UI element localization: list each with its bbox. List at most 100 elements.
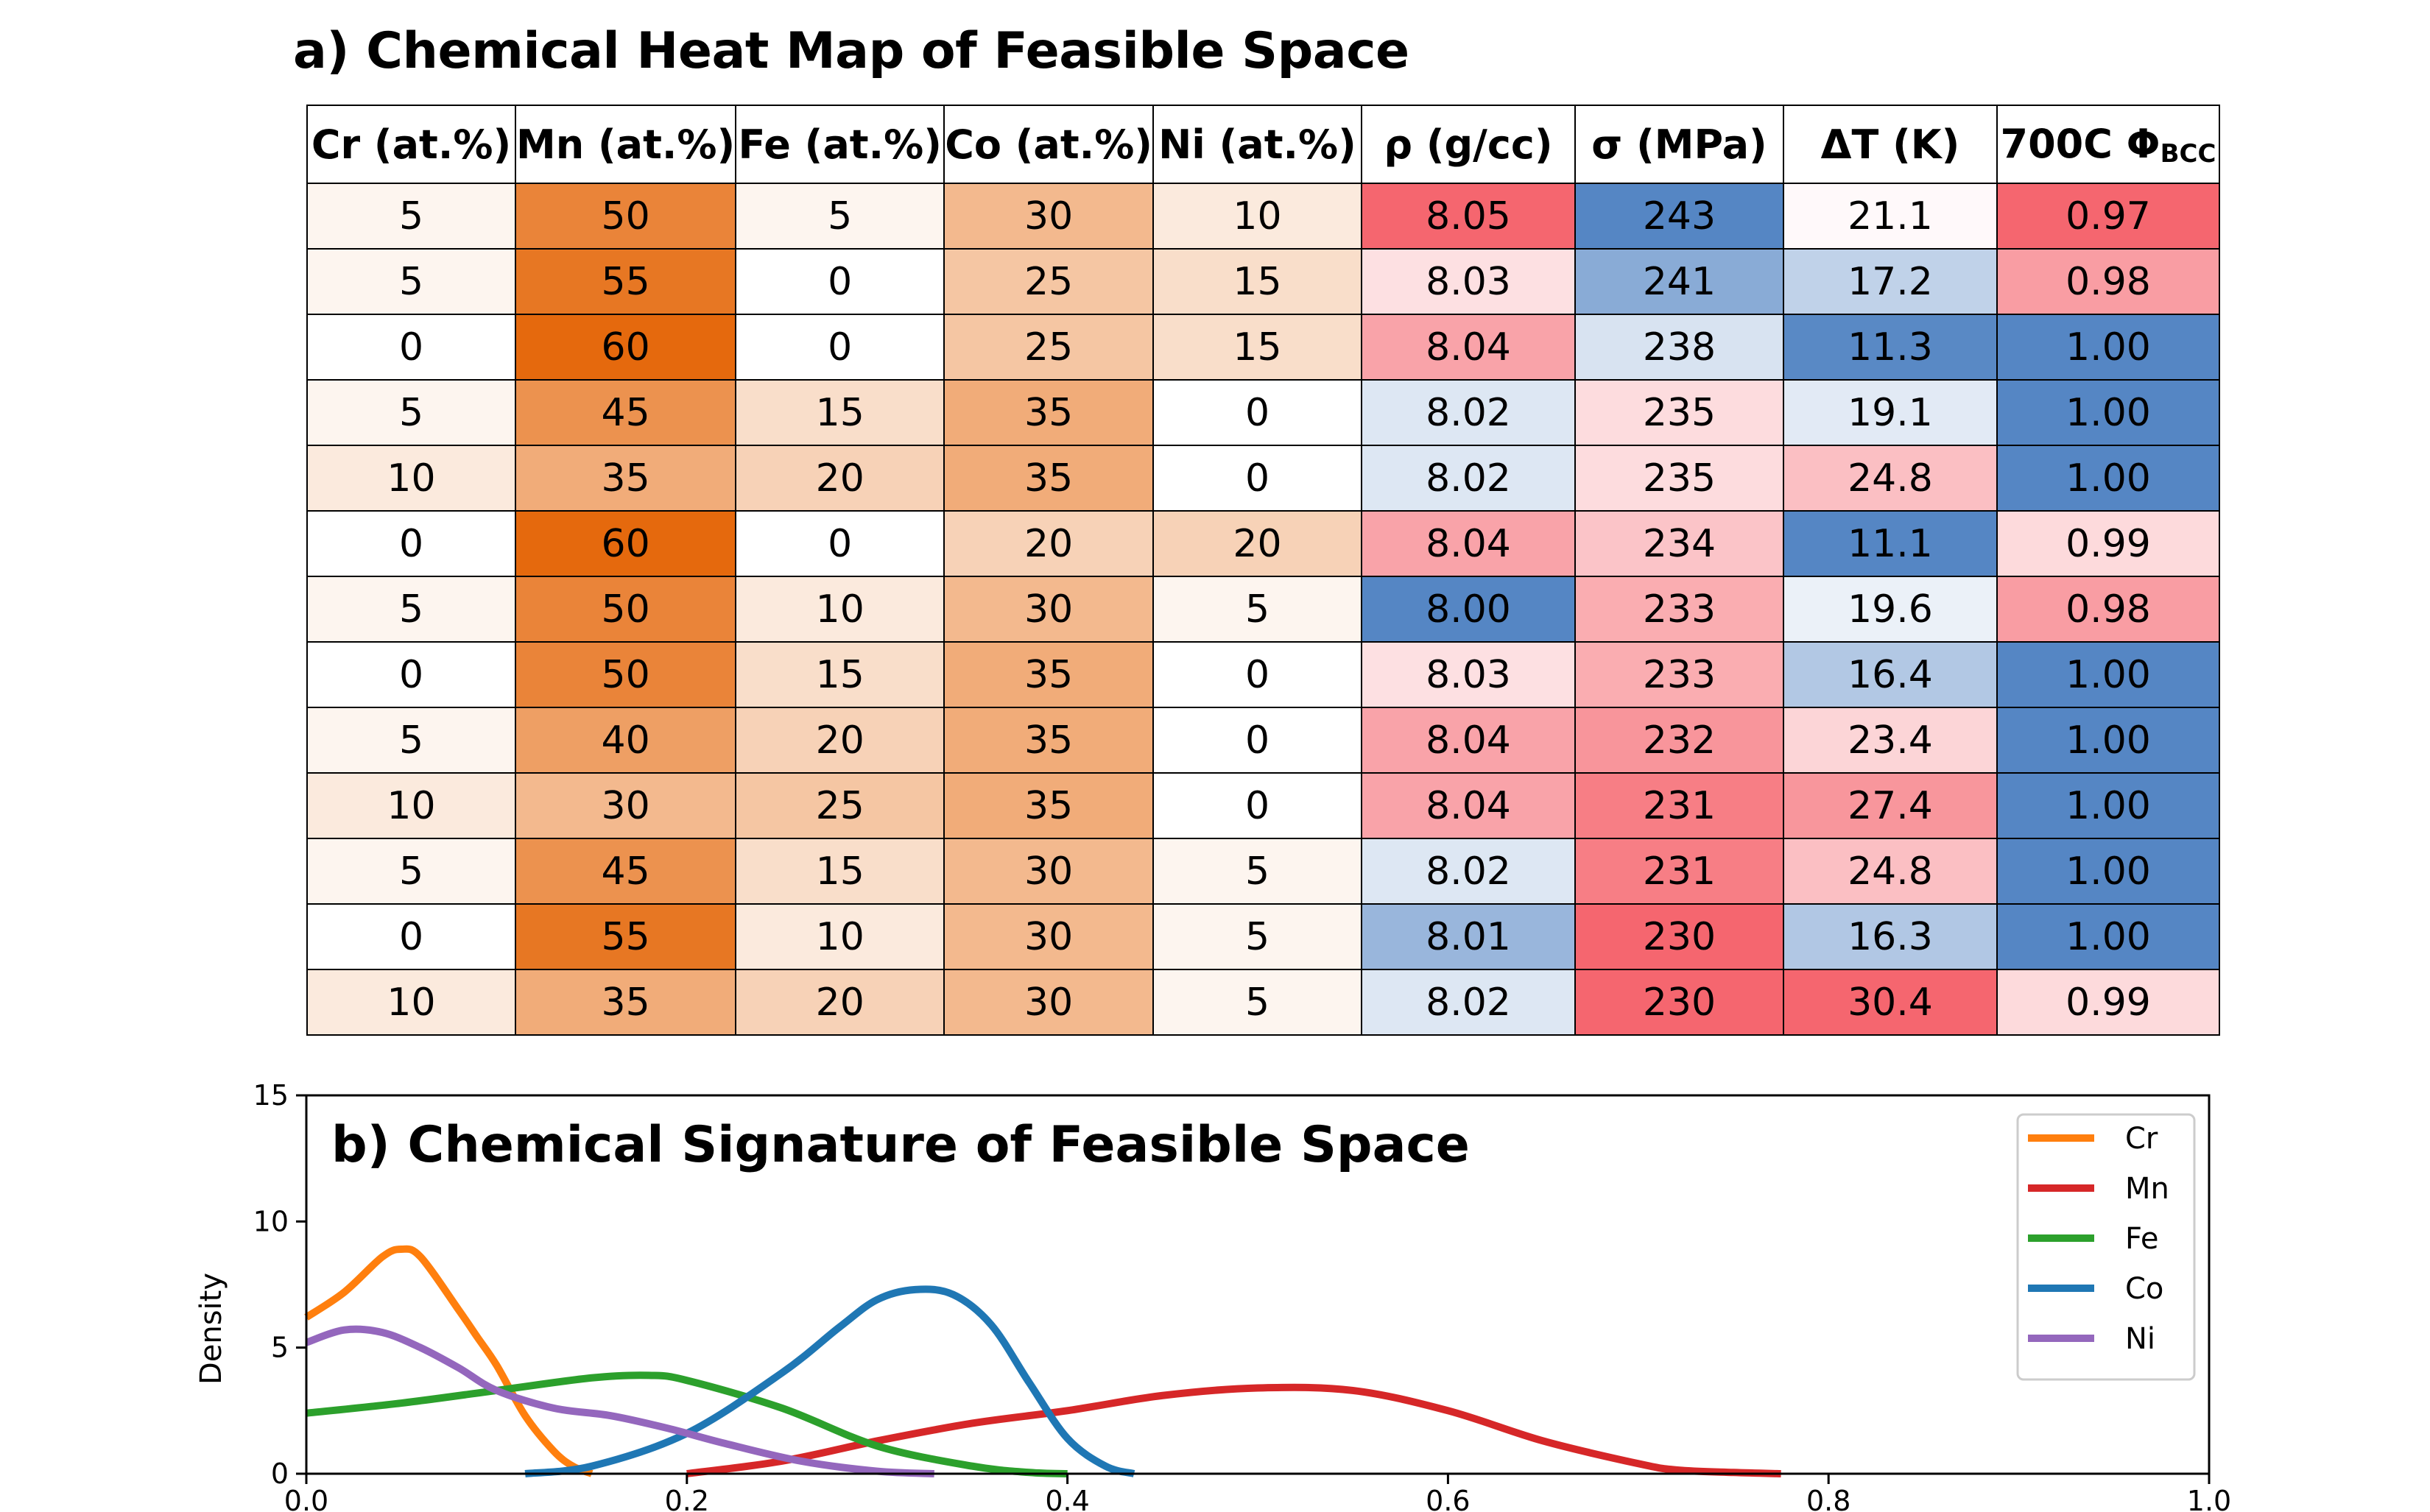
cell-cr: 5 bbox=[306, 838, 516, 905]
cell-ni: 0 bbox=[1152, 641, 1362, 708]
cell-cr: 5 bbox=[306, 707, 516, 774]
cell-strength: 243 bbox=[1574, 183, 1784, 250]
cell-strength: 234 bbox=[1574, 510, 1784, 577]
cell-fe: 25 bbox=[735, 772, 945, 839]
legend: Cr Mn Fe Co Ni bbox=[2016, 1113, 2196, 1381]
cell-density: 8.02 bbox=[1360, 379, 1576, 446]
heatmap-table: Cr (at.%) Mn (at.%) Fe (at.%) Co (at.%) … bbox=[306, 105, 2220, 1036]
cell-delta-t: 16.3 bbox=[1782, 903, 1998, 970]
header-strength: σ (MPa) bbox=[1574, 105, 1784, 184]
heatmap-row: 10 30 25 35 0 8.04 231 27.4 1.00 bbox=[306, 772, 2220, 839]
header-density: ρ (g/cc) bbox=[1360, 105, 1576, 184]
cell-ni: 0 bbox=[1152, 772, 1362, 839]
cell-delta-t: 24.8 bbox=[1782, 838, 1998, 905]
cell-cr: 0 bbox=[306, 641, 516, 708]
cell-strength: 231 bbox=[1574, 772, 1784, 839]
cell-strength: 231 bbox=[1574, 838, 1784, 905]
cell-bcc-fraction: 1.00 bbox=[1996, 314, 2220, 381]
cell-co: 30 bbox=[943, 903, 1154, 970]
cell-cr: 0 bbox=[306, 903, 516, 970]
y-axis-label: Density bbox=[194, 1273, 228, 1385]
cell-cr: 10 bbox=[306, 445, 516, 512]
cell-strength: 241 bbox=[1574, 248, 1784, 315]
cell-mn: 45 bbox=[514, 838, 737, 905]
cell-delta-t: 16.4 bbox=[1782, 641, 1998, 708]
cell-mn: 35 bbox=[514, 445, 737, 512]
cell-fe: 15 bbox=[735, 838, 945, 905]
cell-co: 35 bbox=[943, 772, 1154, 839]
cell-cr: 10 bbox=[306, 969, 516, 1036]
legend-label-ni: Ni bbox=[2125, 1322, 2155, 1356]
chart-title: b) Chemical Signature of Feasible Space bbox=[331, 1116, 1470, 1174]
series-line-mn bbox=[686, 1383, 1781, 1477]
cell-co: 20 bbox=[943, 510, 1154, 577]
series-line-ni bbox=[305, 1325, 934, 1477]
cell-cr: 5 bbox=[306, 248, 516, 315]
legend-label-co: Co bbox=[2125, 1272, 2163, 1306]
cell-strength: 232 bbox=[1574, 707, 1784, 774]
cell-fe: 5 bbox=[735, 183, 945, 250]
heatmap-row: 0 60 0 20 20 8.04 234 11.1 0.99 bbox=[306, 510, 2220, 577]
cell-ni: 0 bbox=[1152, 445, 1362, 512]
cell-mn: 60 bbox=[514, 510, 737, 577]
cell-delta-t: 17.2 bbox=[1782, 248, 1998, 315]
cell-delta-t: 11.1 bbox=[1782, 510, 1998, 577]
plot-frame bbox=[305, 1094, 2211, 1475]
cell-fe: 20 bbox=[735, 969, 945, 1036]
cell-co: 30 bbox=[943, 576, 1154, 643]
cell-strength: 235 bbox=[1574, 379, 1784, 446]
series-line-fe bbox=[306, 1371, 1068, 1477]
heatmap-row: 10 35 20 35 0 8.02 235 24.8 1.00 bbox=[306, 445, 2220, 512]
y-tick-label: 5 bbox=[271, 1332, 289, 1364]
cell-density: 8.00 bbox=[1360, 576, 1576, 643]
legend-label-mn: Mn bbox=[2125, 1172, 2169, 1206]
legend-label-cr: Cr bbox=[2125, 1122, 2158, 1156]
cell-fe: 15 bbox=[735, 379, 945, 446]
cell-mn: 35 bbox=[514, 969, 737, 1036]
cell-density: 8.02 bbox=[1360, 969, 1576, 1036]
cell-ni: 5 bbox=[1152, 838, 1362, 905]
cell-ni: 10 bbox=[1152, 183, 1362, 250]
cell-fe: 15 bbox=[735, 641, 945, 708]
cell-bcc-fraction: 0.99 bbox=[1996, 969, 2220, 1036]
cell-ni: 20 bbox=[1152, 510, 1362, 577]
cell-density: 8.01 bbox=[1360, 903, 1576, 970]
cell-bcc-fraction: 1.00 bbox=[1996, 641, 2220, 708]
cell-ni: 5 bbox=[1152, 576, 1362, 643]
cell-ni: 5 bbox=[1152, 969, 1362, 1036]
cell-strength: 230 bbox=[1574, 969, 1784, 1036]
cell-density: 8.02 bbox=[1360, 445, 1576, 512]
cell-fe: 10 bbox=[735, 576, 945, 643]
cell-co: 30 bbox=[943, 183, 1154, 250]
cell-ni: 5 bbox=[1152, 903, 1362, 970]
cell-bcc-fraction: 0.98 bbox=[1996, 576, 2220, 643]
cell-cr: 5 bbox=[306, 183, 516, 250]
cell-mn: 50 bbox=[514, 641, 737, 708]
cell-co: 35 bbox=[943, 641, 1154, 708]
cell-cr: 5 bbox=[306, 379, 516, 446]
series-line-cr bbox=[304, 1245, 594, 1477]
cell-delta-t: 19.6 bbox=[1782, 576, 1998, 643]
cell-bcc-fraction: 0.98 bbox=[1996, 248, 2220, 315]
cell-cr: 10 bbox=[306, 772, 516, 839]
x-tick-label: 0.6 bbox=[1426, 1485, 1470, 1512]
cell-co: 35 bbox=[943, 379, 1154, 446]
cell-density: 8.04 bbox=[1360, 314, 1576, 381]
header-ni: Ni (at.%) bbox=[1152, 105, 1362, 184]
heatmap-row: 5 50 5 30 10 8.05 243 21.1 0.97 bbox=[306, 183, 2220, 250]
cell-bcc-fraction: 1.00 bbox=[1996, 707, 2220, 774]
x-tick-label: 0.8 bbox=[1806, 1485, 1850, 1512]
cell-bcc-fraction: 0.99 bbox=[1996, 510, 2220, 577]
cell-strength: 233 bbox=[1574, 641, 1784, 708]
cell-density: 8.05 bbox=[1360, 183, 1576, 250]
cell-cr: 5 bbox=[306, 576, 516, 643]
cell-co: 35 bbox=[943, 707, 1154, 774]
cell-delta-t: 27.4 bbox=[1782, 772, 1998, 839]
cell-ni: 0 bbox=[1152, 379, 1362, 446]
cell-delta-t: 11.3 bbox=[1782, 314, 1998, 381]
cell-strength: 230 bbox=[1574, 903, 1784, 970]
cell-strength: 233 bbox=[1574, 576, 1784, 643]
cell-delta-t: 19.1 bbox=[1782, 379, 1998, 446]
cell-bcc-fraction: 1.00 bbox=[1996, 838, 2220, 905]
